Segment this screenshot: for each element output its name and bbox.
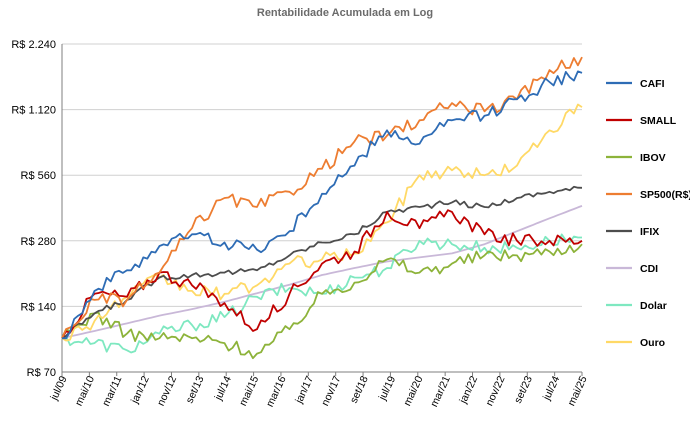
legend: CAFI SMALL IBOV SP500(R$) IFIX CDI Dolar Ouro xyxy=(606,78,690,349)
legend-label: CDI xyxy=(640,263,658,275)
y-tick-label: R$ 560 xyxy=(21,170,56,182)
legend-label: IBOV xyxy=(640,152,666,164)
x-tick-label: jul/14 xyxy=(212,374,234,403)
series-lines xyxy=(61,56,583,360)
gridlines xyxy=(62,43,582,373)
legend-label: CAFI xyxy=(640,78,665,90)
y-tick-label: R$ 2.240 xyxy=(11,39,56,51)
legend-label: Dolar xyxy=(640,300,667,312)
chart-title: Rentabilidade Acumulada em Log xyxy=(257,7,433,19)
series-line-small xyxy=(61,209,583,339)
x-tick-label: mar/21 xyxy=(428,374,453,409)
x-tick-label: mai/10 xyxy=(73,374,97,408)
y-tick-label: R$ 280 xyxy=(21,236,56,248)
series-line-cdi xyxy=(61,205,583,340)
x-tick-label: mai/20 xyxy=(401,374,425,408)
series-line-sp500r xyxy=(61,56,583,339)
x-tick-label: jul/24 xyxy=(540,374,562,403)
legend-label: Ouro xyxy=(640,337,665,349)
x-tick-label: mai/15 xyxy=(237,374,261,408)
y-axis: R$ 70 R$ 140 R$ 280 R$ 560 R$ 1.120 R$ 2.240 xyxy=(11,39,63,379)
series-line-ibov xyxy=(61,243,583,360)
legend-label: SP500(R$) xyxy=(640,189,690,201)
x-tick-label: set/13 xyxy=(184,374,207,405)
series-line-ouro xyxy=(61,103,583,342)
x-tick-label: mar/16 xyxy=(264,374,289,409)
x-tick-label: jan/22 xyxy=(457,374,480,406)
x-tick-label: jan/17 xyxy=(293,374,316,406)
legend-label: SMALL xyxy=(640,115,677,127)
x-tick-label: nov/22 xyxy=(483,374,507,408)
x-tick-label: mai/25 xyxy=(566,374,590,408)
x-tick-label: set/18 xyxy=(348,374,371,405)
y-tick-label: R$ 1.120 xyxy=(11,105,56,117)
x-tick-label: jan/12 xyxy=(128,374,151,406)
series-line-ifix xyxy=(61,185,583,339)
x-tick-label: mar/11 xyxy=(100,374,124,408)
legend-label: IFIX xyxy=(640,226,659,238)
x-tick-label: nov/12 xyxy=(155,374,179,408)
y-tick-label: R$ 70 xyxy=(27,367,56,379)
x-tick-label: set/23 xyxy=(512,374,535,405)
x-tick-label: nov/17 xyxy=(319,374,343,408)
x-tick-label: jul/19 xyxy=(376,374,398,403)
y-tick-label: R$ 140 xyxy=(21,301,56,313)
x-axis: jul/09 mai/10 mar/11 jan/12 nov/12 set/13 jul/… xyxy=(48,371,590,409)
series-line-cafi xyxy=(61,70,583,340)
